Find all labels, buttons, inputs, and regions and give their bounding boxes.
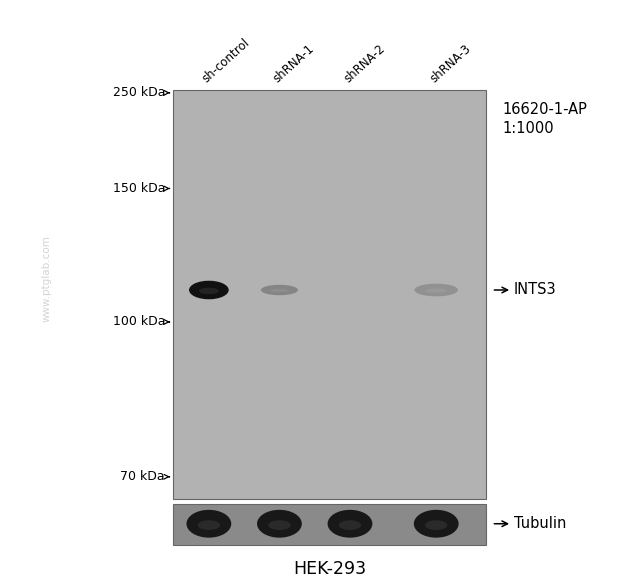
Text: www.ptglab.com: www.ptglab.com — [41, 235, 51, 322]
Text: sh-control: sh-control — [200, 36, 253, 85]
Ellipse shape — [426, 288, 447, 293]
Text: INTS3: INTS3 — [514, 282, 557, 298]
Text: 70 kDa: 70 kDa — [120, 470, 165, 483]
Ellipse shape — [199, 288, 219, 294]
Ellipse shape — [414, 510, 459, 538]
Ellipse shape — [198, 520, 220, 530]
Bar — [173, 90, 486, 499]
Ellipse shape — [425, 520, 447, 530]
Text: HEK-293: HEK-293 — [293, 560, 366, 578]
Ellipse shape — [268, 520, 291, 530]
Text: 100 kDa: 100 kDa — [113, 316, 165, 328]
Text: 150 kDa: 150 kDa — [113, 182, 165, 195]
Ellipse shape — [270, 289, 289, 292]
Text: shRNA-3: shRNA-3 — [428, 42, 474, 85]
Text: 250 kDa: 250 kDa — [113, 86, 165, 99]
Ellipse shape — [328, 510, 372, 538]
Text: shRNA-1: shRNA-1 — [271, 42, 317, 85]
Bar — [173, 504, 486, 545]
Ellipse shape — [189, 281, 228, 299]
Ellipse shape — [339, 520, 361, 530]
Ellipse shape — [415, 284, 458, 296]
Ellipse shape — [261, 285, 298, 295]
Text: Tubulin: Tubulin — [514, 516, 566, 531]
Ellipse shape — [257, 510, 302, 538]
Ellipse shape — [186, 510, 231, 538]
Text: 16620-1-AP
1:1000: 16620-1-AP 1:1000 — [502, 102, 588, 136]
Text: shRNA-2: shRNA-2 — [341, 42, 387, 85]
